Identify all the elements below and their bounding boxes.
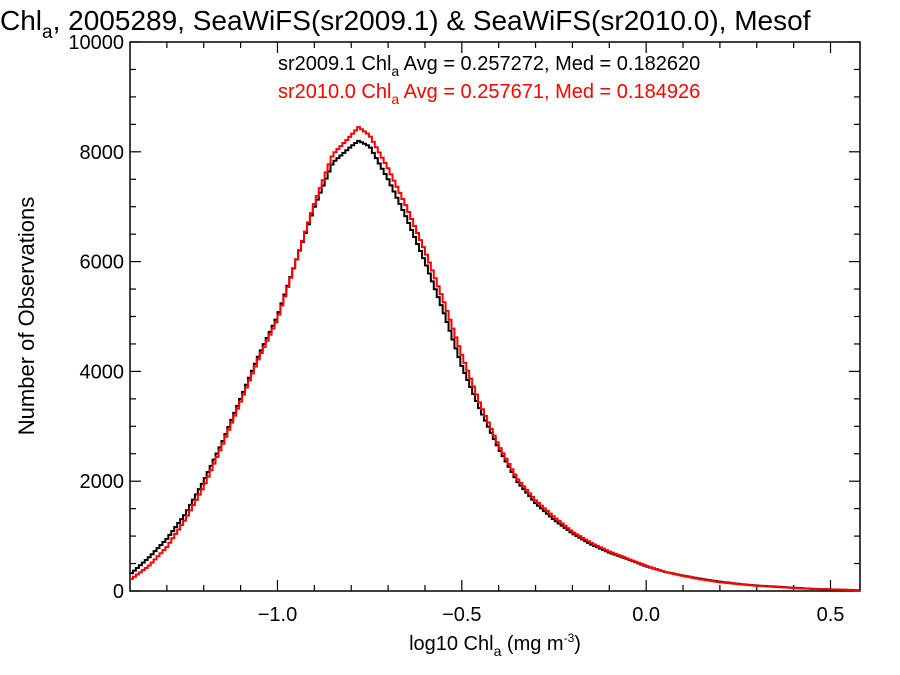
x-tick-label: 0.5: [817, 604, 845, 626]
y-tick-label: 4000: [80, 361, 125, 383]
y-tick-label: 0: [113, 581, 124, 603]
y-tick-label: 6000: [80, 252, 125, 274]
chart-title-sub: a: [42, 22, 53, 43]
x-tick-label: −0.5: [442, 604, 481, 626]
y-tick-label: 8000: [80, 142, 125, 164]
x-tick-label: 0.0: [632, 604, 660, 626]
series-line-sr2009-1: [130, 139, 860, 592]
x-tick-label: −1.0: [258, 604, 297, 626]
chart-title-prefix: Chl: [0, 5, 42, 36]
annotation-sr2009-sub: a: [391, 63, 399, 79]
annotation-sr2009-rest: Avg = 0.257272, Med = 0.182620: [399, 53, 700, 75]
annotation-sr2010-prefix: sr2010.0 Chl: [278, 81, 391, 103]
y-axis-ticks: 0 2000 4000 6000 8000 10000: [68, 32, 860, 603]
x-axis-label-units-sup: -3: [564, 631, 575, 645]
x-axis-label-units-close: ): [574, 633, 581, 655]
annotation-sr2010: sr2010.0 Chla Avg = 0.257671, Med = 0.18…: [278, 81, 700, 107]
y-tick-label: 10000: [68, 32, 124, 54]
x-axis-ticks: −1.0 −0.5 0.0 0.5: [166, 42, 845, 626]
annotation-sr2009-prefix: sr2009.1 Chl: [278, 53, 391, 75]
y-tick-label: 2000: [80, 471, 125, 493]
x-axis-label-sub: a: [494, 643, 502, 659]
annotation-sr2009: sr2009.1 Chla Avg = 0.257272, Med = 0.18…: [278, 53, 700, 79]
annotation-sr2010-rest: Avg = 0.257671, Med = 0.184926: [399, 81, 700, 103]
x-axis-label-units: (mg m: [501, 633, 563, 655]
chart-title-rest: , 2005289, SeaWiFS(sr2009.1) & SeaWiFS(s…: [53, 5, 811, 36]
y-axis-label: Number of Observations: [14, 197, 39, 435]
series-layer: [130, 126, 860, 592]
x-axis-label: log10 Chla (mg m-3): [409, 631, 581, 659]
plot-frame: [129, 41, 861, 592]
series-line-sr2010-0: [130, 126, 860, 592]
annotation-sr2010-sub: a: [391, 91, 399, 107]
x-axis-label-prefix: log10 Chl: [409, 633, 494, 655]
chart-title: Chla, 2005289, SeaWiFS(sr2009.1) & SeaWi…: [0, 5, 811, 43]
